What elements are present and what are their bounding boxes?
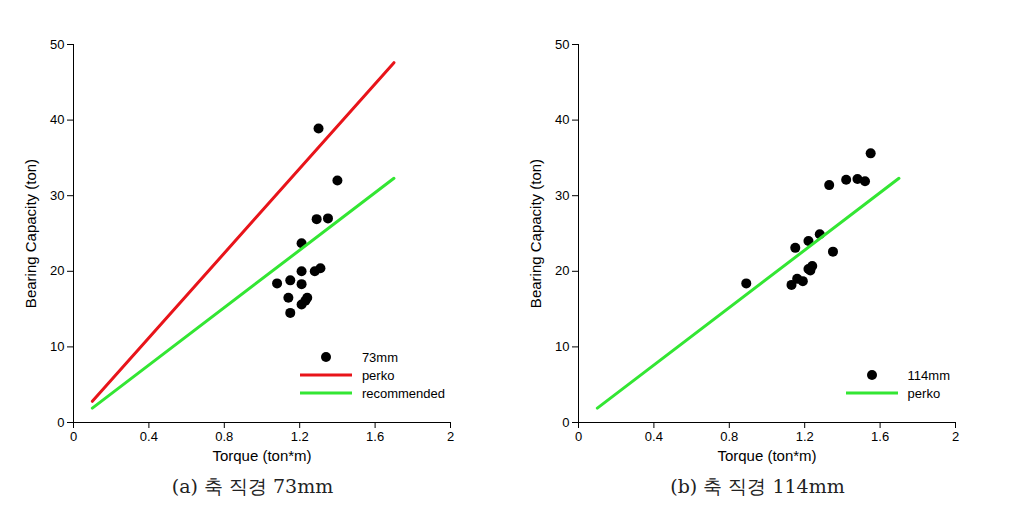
svg-text:0: 0: [57, 415, 64, 430]
svg-text:0.4: 0.4: [645, 429, 663, 444]
html-text:73mm: 73mm: [361, 349, 398, 365]
svg-text:Torque (ton*m): Torque (ton*m): [212, 447, 311, 464]
html-text:114mm: 114mm: [907, 367, 950, 383]
svg-text:Bearing Capacity (ton): Bearing Capacity (ton): [527, 159, 544, 308]
html-text:(b) 축 직경 114mm: (b) 축 직경 114mm: [670, 475, 845, 497]
svg-text:0.8: 0.8: [215, 429, 233, 444]
svg-text:10: 10: [50, 339, 64, 354]
svg-text:30: 30: [555, 188, 569, 203]
html-text:recommended: recommended: [361, 385, 445, 401]
html-text:perko: perko: [361, 367, 395, 383]
svg-text:1.2: 1.2: [796, 429, 814, 444]
svg-text:0.8: 0.8: [720, 429, 738, 444]
svg-text:1.6: 1.6: [366, 429, 384, 444]
svg-text:0: 0: [575, 429, 582, 444]
svg-text:Bearing Capacity (ton): Bearing Capacity (ton): [22, 159, 39, 308]
svg-text:2: 2: [447, 429, 454, 444]
html-text:perko: perko: [907, 385, 941, 401]
html-text:(a) 축 직경 73mm: (a) 축 직경 73mm: [171, 475, 334, 497]
svg-text:1.6: 1.6: [871, 429, 889, 444]
svg-text:0: 0: [562, 415, 569, 430]
svg-text:1.2: 1.2: [291, 429, 309, 444]
svg-text:50: 50: [555, 37, 569, 52]
svg-text:Torque (ton*m): Torque (ton*m): [717, 447, 816, 464]
svg-text:40: 40: [50, 112, 64, 127]
svg-text:20: 20: [50, 263, 64, 278]
svg-text:50: 50: [50, 37, 64, 52]
svg-text:40: 40: [555, 112, 569, 127]
svg-text:2: 2: [952, 429, 959, 444]
svg-text:0.4: 0.4: [140, 429, 158, 444]
svg-text:10: 10: [555, 339, 569, 354]
svg-text:0: 0: [70, 429, 77, 444]
svg-text:20: 20: [555, 263, 569, 278]
svg-text:30: 30: [50, 188, 64, 203]
